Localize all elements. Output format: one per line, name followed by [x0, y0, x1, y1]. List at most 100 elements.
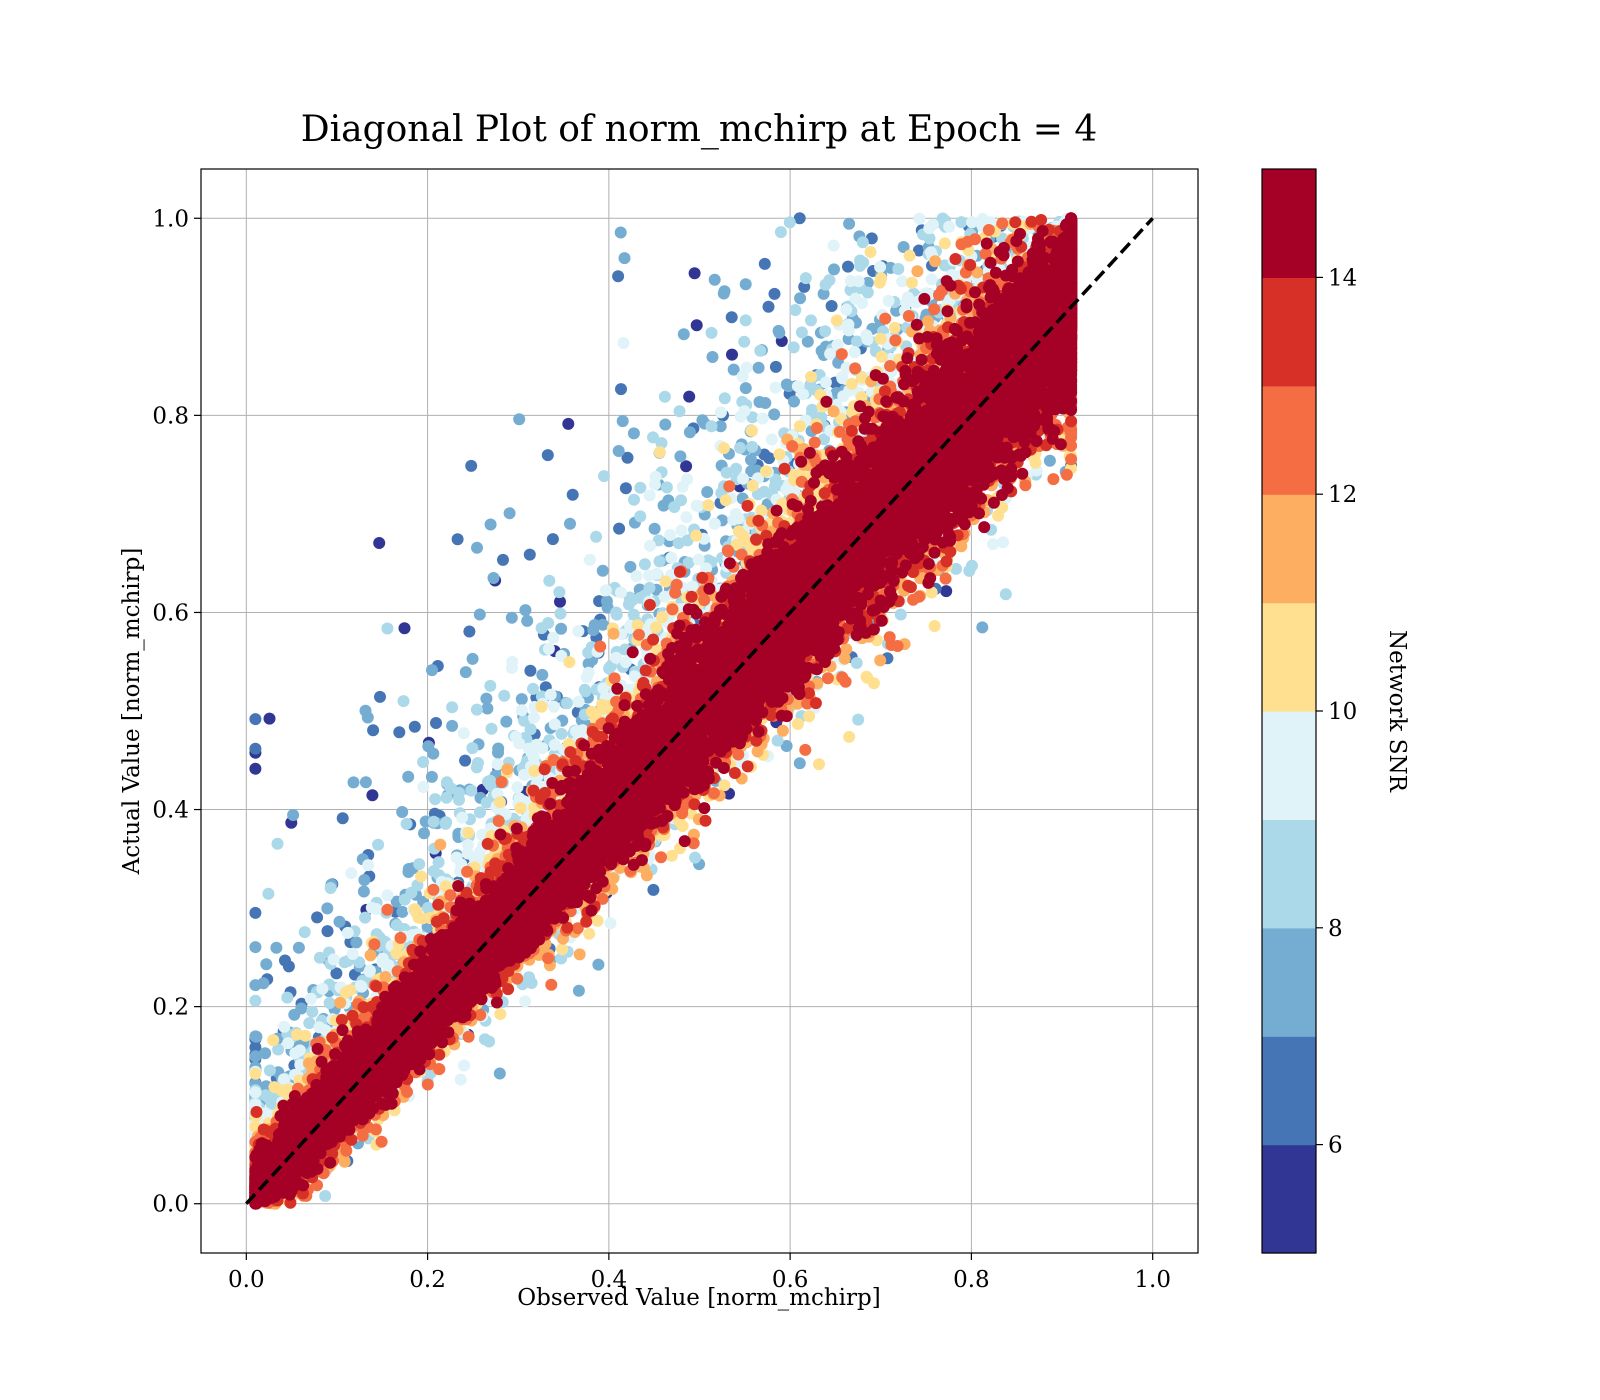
data-point [417, 756, 430, 768]
data-point [466, 652, 479, 665]
data-point [333, 915, 346, 928]
data-point [319, 1190, 332, 1202]
data-point [413, 858, 426, 871]
data-point [772, 324, 785, 337]
data-points [249, 212, 1078, 1210]
data-point [615, 383, 627, 396]
data-point [746, 424, 758, 437]
data-point [249, 1086, 262, 1099]
data-point [708, 273, 721, 286]
data-point [758, 448, 771, 461]
data-point [292, 941, 305, 954]
data-point [249, 1030, 262, 1043]
data-point [293, 1044, 306, 1057]
data-point [544, 688, 557, 701]
data-point [458, 1059, 471, 1072]
data-point [474, 806, 486, 819]
data-point [769, 381, 782, 394]
data-point [690, 319, 703, 332]
data-point [643, 581, 656, 594]
data-point [843, 217, 856, 230]
data-point [630, 570, 643, 583]
data-point [362, 859, 375, 872]
data-point [768, 287, 781, 300]
data-point [701, 486, 714, 498]
data-point [493, 1067, 506, 1080]
data-point [497, 553, 509, 566]
data-point [446, 701, 459, 714]
data-point [493, 796, 506, 809]
data-point [612, 445, 625, 457]
data-point [445, 782, 457, 795]
data-point [417, 781, 430, 793]
chart-title: Diagonal Plot of norm_mchirp at Epoch = … [301, 109, 1098, 150]
data-point [262, 887, 275, 900]
data-point [541, 449, 554, 462]
data-point [336, 812, 349, 825]
data-point [459, 754, 472, 767]
data-point [681, 473, 694, 486]
data-point [519, 995, 532, 1008]
data-point [358, 874, 371, 886]
data-point [875, 272, 888, 285]
data-point [381, 622, 394, 635]
data-point [481, 702, 494, 715]
data-point [536, 668, 549, 681]
data-point [492, 742, 505, 755]
data-point [856, 236, 869, 249]
data-point [783, 216, 796, 229]
data-point [548, 738, 561, 751]
data-point [422, 901, 434, 914]
data-point [913, 212, 926, 225]
data-point [480, 692, 493, 705]
data-point [509, 730, 522, 743]
data-point [249, 762, 262, 775]
data-point [359, 704, 372, 717]
data-point [612, 270, 625, 283]
data-point [279, 954, 291, 967]
data-point [521, 614, 534, 627]
data-point [463, 625, 476, 638]
data-point [287, 809, 300, 821]
data-point [263, 1064, 276, 1077]
data-point [650, 621, 662, 634]
data-point [955, 216, 968, 229]
data-point [840, 303, 853, 316]
data-point [658, 390, 671, 403]
data-point [683, 390, 696, 403]
data-point [861, 671, 874, 684]
data-point [263, 712, 276, 725]
data-point [249, 1067, 262, 1080]
data-point [564, 517, 576, 530]
data-point [546, 533, 559, 546]
data-point [643, 489, 656, 502]
data-point [791, 380, 804, 393]
data-point [675, 524, 688, 537]
data-point [875, 350, 888, 363]
data-point [874, 332, 887, 345]
data-point [457, 727, 470, 740]
data-point [799, 272, 812, 285]
data-point [730, 462, 743, 475]
data-point [454, 1073, 467, 1086]
data-point [306, 1005, 319, 1018]
data-point [515, 693, 528, 706]
data-point [746, 440, 759, 453]
data-point [769, 360, 782, 373]
data-point [938, 237, 951, 250]
data-point [321, 902, 334, 915]
data-point [759, 397, 772, 409]
data-point [267, 1034, 280, 1047]
data-point [430, 717, 442, 729]
data-point [429, 793, 442, 806]
data-point [591, 914, 604, 927]
data-point [542, 617, 555, 629]
data-point [473, 608, 486, 621]
data-point [561, 697, 573, 710]
data-point [346, 948, 359, 960]
data-point [665, 551, 678, 564]
data-point [555, 622, 568, 635]
data-point [926, 218, 939, 231]
data-point [842, 260, 854, 273]
